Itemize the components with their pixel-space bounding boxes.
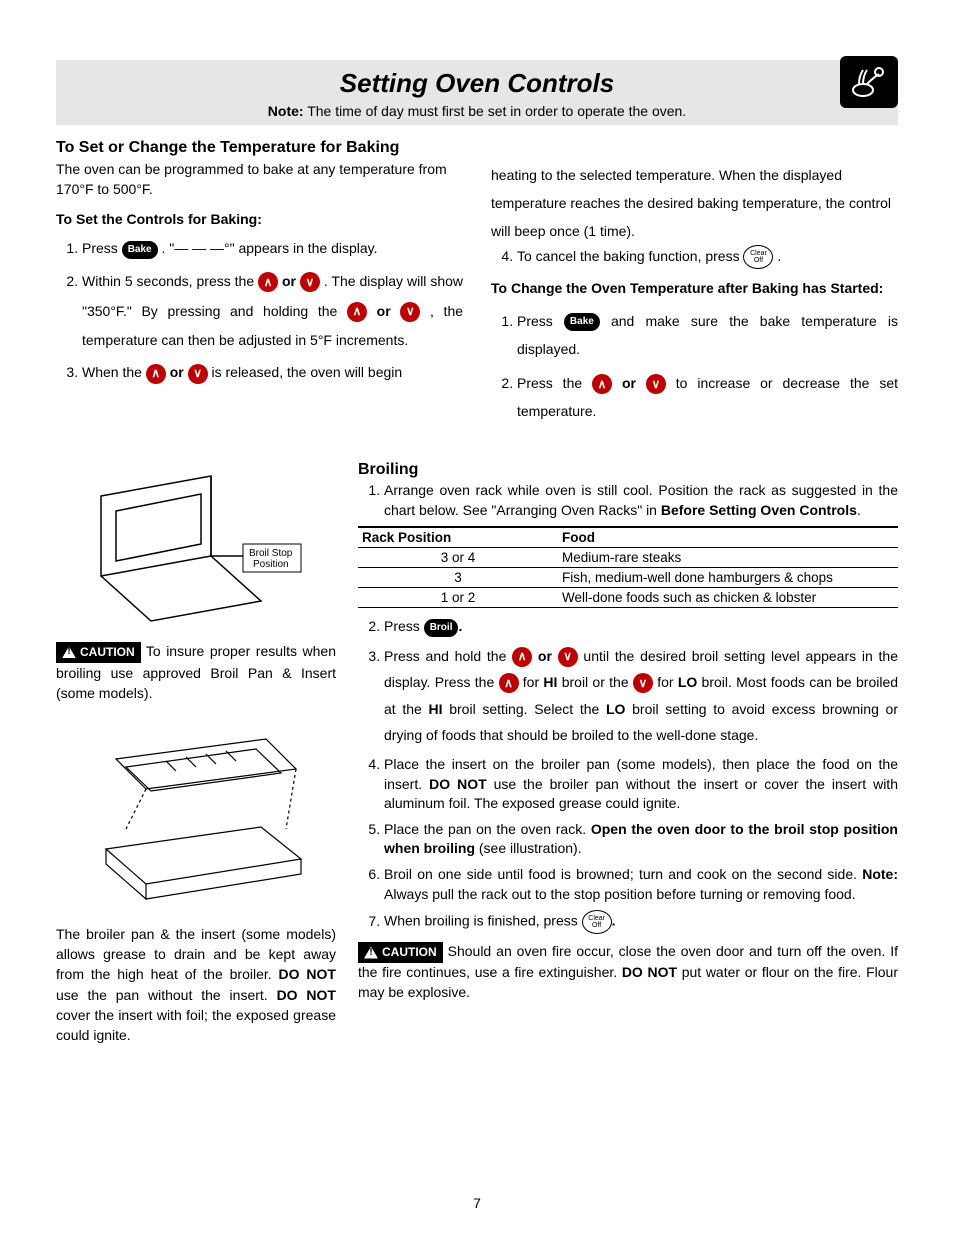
up-arrow-icon: ∧ — [347, 302, 367, 322]
broil-left: Broil Stop Position !CAUTION To insure p… — [56, 461, 336, 1045]
broil-row: Broil Stop Position !CAUTION To insure p… — [56, 461, 898, 1045]
change-step1: Press Bake and make sure the bake temper… — [517, 307, 898, 363]
oven-door-illustration: Broil Stop Position — [56, 461, 336, 631]
down-arrow-icon: ∨ — [188, 364, 208, 384]
broil-steps: Arrange oven rack while oven is still co… — [358, 481, 898, 520]
up-arrow-icon: ∧ — [499, 673, 519, 693]
broil-step6: Broil on one side until food is browned;… — [384, 865, 898, 904]
table-row: 1 or 2Well-done foods such as chicken & … — [358, 588, 898, 608]
clear-off-icon: Clear Off — [582, 910, 612, 934]
broil-caution2: !CAUTION Should an oven fire occur, clos… — [358, 942, 898, 1002]
baking-steps-left: Press Bake . "— — —°" appears in the dis… — [56, 237, 463, 385]
th-rack: Rack Position — [358, 527, 558, 548]
broil-step3: Press and hold the ∧ or ∨ until the desi… — [384, 643, 898, 749]
caution-badge: !CAUTION — [56, 642, 141, 663]
bake-button-icon: Bake — [122, 241, 158, 259]
up-arrow-icon: ∧ — [146, 364, 166, 384]
label-position: Position — [253, 559, 289, 570]
broil-steps-cont: Press Broil. Press and hold the ∧ or ∨ u… — [358, 618, 898, 934]
up-arrow-icon: ∧ — [512, 647, 532, 667]
table-row: 3 or 4Medium-rare steaks — [358, 548, 898, 568]
broil-caution1: !CAUTION To insure proper results when b… — [56, 641, 336, 704]
broil-step7: When broiling is finished, press Clear O… — [384, 910, 898, 934]
broil-step1: Arrange oven rack while oven is still co… — [384, 481, 898, 520]
down-arrow-icon: ∨ — [300, 272, 320, 292]
baking-step2: Within 5 seconds, press the ∧ or ∨ . The… — [82, 267, 463, 355]
caution-badge: !CAUTION — [358, 942, 443, 963]
down-arrow-icon: ∨ — [633, 673, 653, 693]
baking-heading: To Set or Change the Temperature for Bak… — [56, 139, 898, 157]
baking-step3: When the ∧ or ∨ is released, the oven wi… — [82, 361, 463, 385]
baking-change-steps: Press Bake and make sure the bake temper… — [491, 307, 898, 425]
broil-left-para2: The broiler pan & the insert (some model… — [56, 924, 336, 1046]
baking-intro: The oven can be programmed to bake at an… — [56, 159, 463, 200]
baking-sub1: To Set the Controls for Baking: — [56, 208, 463, 232]
bake-button-icon: Bake — [564, 313, 600, 331]
broil-heading: Broiling — [358, 461, 898, 479]
baking-sub2: To Change the Oven Temperature after Bak… — [491, 277, 898, 301]
table-row: 3Fish, medium-well done hamburgers & cho… — [358, 568, 898, 588]
baking-rcol-top: heating to the selected temperature. Whe… — [491, 161, 898, 245]
baking-step1: Press Bake . "— — —°" appears in the dis… — [82, 237, 463, 261]
baking-left-col: The oven can be programmed to bake at an… — [56, 159, 463, 431]
broil-step2: Press Broil. — [384, 618, 898, 636]
up-arrow-icon: ∧ — [258, 272, 278, 292]
up-arrow-icon: ∧ — [592, 374, 612, 394]
page-number: 7 — [0, 1195, 954, 1211]
label-broil-stop: Broil Stop — [249, 548, 293, 559]
baking-step4: To cancel the baking function, press Cle… — [517, 245, 898, 269]
oven-logo-icon — [840, 56, 898, 108]
broiler-pan-illustration — [56, 714, 336, 914]
baking-steps-right: To cancel the baking function, press Cle… — [491, 245, 898, 269]
clear-off-icon: Clear Off — [743, 245, 773, 269]
baking-columns: The oven can be programmed to bake at an… — [56, 159, 898, 431]
th-food: Food — [558, 527, 898, 548]
broil-step5: Place the pan on the oven rack. Open the… — [384, 820, 898, 859]
broil-button-icon: Broil — [424, 619, 459, 637]
title-note: Note: The time of day must first be set … — [56, 103, 898, 119]
title-band: Setting Oven Controls Note: The time of … — [56, 60, 898, 125]
down-arrow-icon: ∨ — [558, 647, 578, 667]
broil-step4: Place the insert on the broiler pan (som… — [384, 755, 898, 814]
page-title: Setting Oven Controls — [56, 68, 898, 99]
down-arrow-icon: ∨ — [400, 302, 420, 322]
change-step2: Press the ∧ or ∨ to increase or decrease… — [517, 369, 898, 425]
rack-table: Rack PositionFood 3 or 4Medium-rare stea… — [358, 526, 898, 608]
down-arrow-icon: ∨ — [646, 374, 666, 394]
baking-right-col: heating to the selected temperature. Whe… — [491, 159, 898, 431]
broil-right: Broiling Arrange oven rack while oven is… — [358, 461, 898, 1045]
